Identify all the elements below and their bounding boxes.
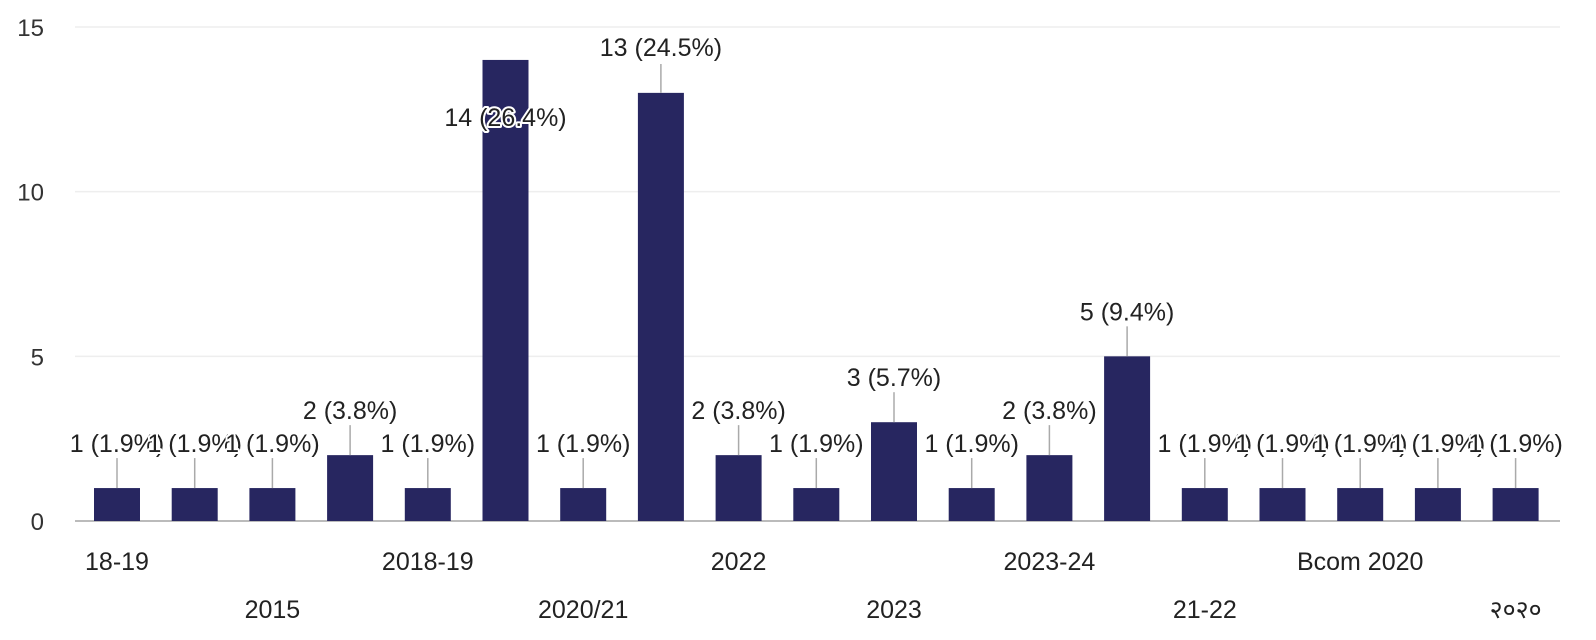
x-tick-labels: 18-19 2015 2018-19 2020/21 2022 2023 2023-24 21…: [85, 548, 1542, 624]
y-tick-label: 0: [31, 509, 44, 536]
data-label: 5 (9.4%): [1080, 298, 1174, 326]
bar: [637, 92, 684, 521]
data-label: 1 (1.9%): [1313, 430, 1407, 458]
y-tick-label: 10: [17, 180, 44, 207]
bar: [793, 488, 840, 521]
data-label: 2 (3.8%): [1002, 397, 1096, 425]
data-label: 1 (1.9%): [381, 430, 475, 458]
bar: [249, 488, 296, 521]
bar: [482, 59, 529, 521]
x-tick-label: 2015: [245, 596, 301, 624]
data-label: 2 (3.8%): [691, 397, 785, 425]
bar: [1492, 488, 1539, 521]
data-label: 1 (1.9%): [225, 430, 319, 458]
bar: [948, 488, 995, 521]
bars: [94, 59, 1539, 521]
x-tick-label: 18-19: [85, 548, 149, 576]
bar: [1414, 488, 1461, 521]
y-tick-label: 15: [17, 15, 44, 42]
bar: [404, 488, 451, 521]
x-tick-label: २०२०: [1490, 596, 1542, 624]
bar: [1181, 488, 1228, 521]
data-label: 1 (1.9%): [70, 430, 164, 458]
bar: [1259, 488, 1306, 521]
bar: [171, 488, 218, 521]
data-label: 1 (1.9%): [1468, 430, 1562, 458]
data-label: 1 (1.9%): [1235, 430, 1329, 458]
data-label: 1 (1.9%): [1391, 430, 1485, 458]
x-tick-label: 2022: [711, 548, 767, 576]
bar: [560, 488, 607, 521]
x-tick-label: 21-22: [1173, 596, 1237, 624]
data-label: 13 (24.5%): [600, 34, 722, 62]
bar: [1337, 488, 1384, 521]
bar: [94, 488, 140, 521]
data-label: 1 (1.9%): [147, 430, 241, 458]
data-label: 1 (1.9%): [769, 430, 863, 458]
data-label: 3 (5.7%): [847, 364, 941, 392]
x-tick-label: 2023: [866, 596, 922, 624]
gridlines: [75, 26, 1560, 358]
data-label: 2 (3.8%): [303, 397, 397, 425]
x-tick-label: Bcom 2020: [1297, 548, 1423, 576]
bar: [1026, 455, 1073, 521]
bar: [327, 455, 374, 521]
data-label: 14 (26.4%): [444, 104, 566, 132]
x-tick-label: 2020/21: [538, 596, 628, 624]
bar: [871, 422, 917, 521]
x-tick-label: 2023-24: [1004, 548, 1096, 576]
label-leaders: [116, 64, 1517, 489]
data-labels: 1 (1.9%)1 (1.9%)1 (1.9%)2 (3.8%)1 (1.9%)…: [68, 32, 1565, 460]
data-label: 1 (1.9%): [536, 430, 630, 458]
data-label: 1 (1.9%): [924, 430, 1018, 458]
x-tick-label: 2018-19: [382, 548, 474, 576]
y-tick-label: 5: [31, 344, 44, 371]
bar: [1104, 356, 1151, 521]
data-label: 1 (1.9%): [1158, 430, 1252, 458]
bar: [715, 455, 762, 521]
